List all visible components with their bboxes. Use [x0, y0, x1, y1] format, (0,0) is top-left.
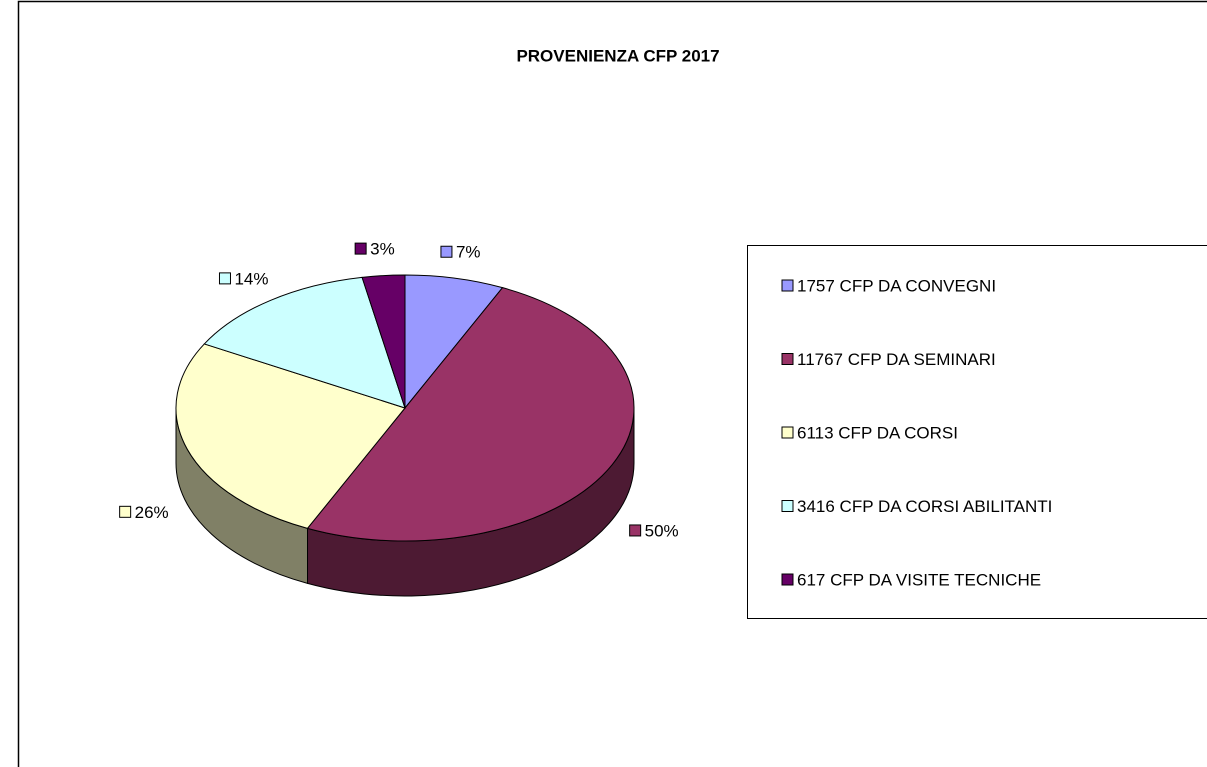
legend-label: 6113 CFP DA CORSI [797, 423, 958, 442]
legend-label: 1757 CFP DA CONVEGNI [797, 276, 996, 295]
data-label: 50% [645, 521, 679, 540]
label-key [119, 505, 132, 518]
data-label: 7% [456, 243, 481, 262]
legend-key [781, 353, 794, 365]
pie-slice [203, 276, 406, 409]
legend-key [781, 573, 794, 586]
legend-label: 11767 CFP DA SEMINARI [797, 350, 996, 369]
legend-key [781, 279, 794, 292]
data-label: 14% [234, 269, 268, 288]
data-label: 3% [370, 240, 395, 259]
data-label: 26% [135, 503, 169, 522]
label-key [218, 272, 231, 285]
label-key [629, 524, 642, 537]
label-key [440, 245, 453, 258]
legend-key [781, 500, 794, 512]
legend-box [747, 245, 1207, 619]
legend-label: 3416 CFP DA CORSI ABILITANTI [797, 497, 1052, 516]
legend-label: 617 CFP DA VISITE TECNICHE [797, 570, 1041, 589]
legend-key [781, 426, 794, 439]
pie-slice [361, 274, 406, 409]
chart-title: PROVENIENZA CFP 2017 [516, 46, 719, 65]
pie-slice [306, 287, 635, 542]
label-key [354, 242, 367, 255]
